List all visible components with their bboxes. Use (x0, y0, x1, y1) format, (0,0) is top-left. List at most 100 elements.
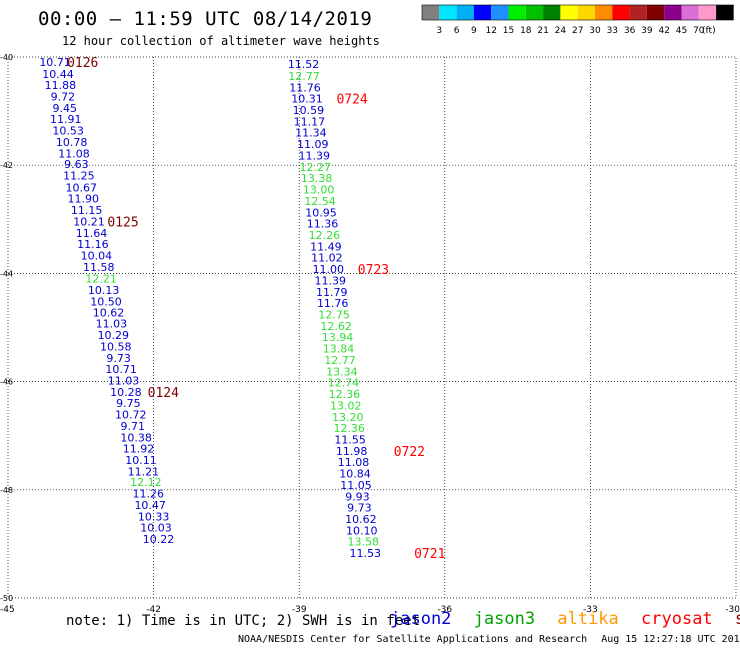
wave-height-value: 10.44 (42, 68, 74, 81)
colorbar-tick-label: 24 (555, 26, 567, 36)
wave-height-value: 12.75 (318, 309, 350, 322)
wave-height-value: 11.79 (316, 286, 348, 299)
wave-height-value: 10.31 (291, 93, 323, 106)
wave-height-value: 11.02 (311, 252, 343, 265)
wave-height-value: 10.29 (98, 329, 130, 342)
wave-height-value: 10.67 (66, 181, 98, 194)
x-tick-label: -36 (437, 605, 452, 615)
wave-height-value: 10.13 (88, 284, 120, 297)
colorbar-tick-label: 39 (641, 26, 653, 36)
y-tick-label: -48 (0, 486, 13, 495)
colorbar-swatch (543, 5, 561, 20)
colorbar-swatch (508, 5, 526, 20)
wave-height-value: 11.76 (317, 297, 349, 310)
wave-height-value: 10.28 (110, 386, 142, 399)
pass-time-label: 0722 (394, 445, 425, 460)
colorbar-tick-label: 30 (589, 26, 601, 36)
wave-height-value: 12.54 (304, 195, 336, 208)
wave-height-value: 13.84 (323, 343, 355, 356)
wave-height-value: 11.88 (45, 79, 77, 92)
wave-height-value: 10.59 (293, 104, 325, 117)
colorbar-swatch (716, 5, 734, 20)
wave-height-value: 13.94 (322, 331, 354, 344)
colorbar-swatch (698, 5, 717, 20)
wave-height-value: 11.49 (310, 240, 342, 253)
wave-height-value: 10.33 (138, 510, 170, 523)
wave-height-value: 11.03 (108, 375, 140, 388)
colorbar-tick-label: 12 (485, 26, 496, 36)
y-tick-label: -40 (0, 53, 13, 62)
y-tick-label: -42 (0, 161, 13, 170)
wave-height-value: 13.02 (330, 399, 362, 412)
wave-height-value: 11.98 (336, 445, 368, 458)
wave-height-value: 11.00 (313, 263, 345, 276)
footer-credit: NOAA/NESDIS Center for Satellite Applica… (238, 634, 588, 645)
wave-height-value: 11.03 (96, 318, 128, 331)
wave-height-value: 10.04 (81, 250, 113, 263)
wave-height-value: 10.22 (143, 533, 175, 546)
wave-height-value: 12.26 (309, 229, 341, 242)
color-scale-bar: 3 6 9 12 15 18 21 24 27 30 33 36 39 42 45 70(ft) (421, 4, 734, 36)
wave-height-value: 10.21 (73, 215, 105, 228)
legend-item-cryosat: cryosat (641, 609, 713, 629)
wave-height-value: 10.72 (115, 409, 147, 422)
colorbar-tick-label: 70 (693, 26, 705, 36)
pass-time-label: 0125 (107, 215, 138, 230)
colorbar-swatch (577, 5, 595, 20)
wave-height-value: 10.84 (339, 468, 371, 481)
y-tick-label: -44 (0, 269, 13, 278)
footer: NOAA/NESDIS Center for Satellite Applica… (238, 634, 740, 645)
wave-height-value: 13.58 (348, 536, 380, 549)
x-tick-label: -42 (146, 605, 161, 615)
wave-height-value: 12.62 (320, 320, 352, 333)
wave-height-value: 12.27 (299, 161, 331, 174)
wave-height-value: 11.08 (58, 147, 90, 160)
colorbar-swatch (646, 5, 665, 20)
wave-height-value: 11.39 (315, 274, 347, 287)
wave-height-value: 13.20 (332, 411, 364, 424)
wave-height-value: 12.77 (324, 354, 356, 367)
wave-height-value: 10.62 (345, 513, 377, 526)
legend-item-jason2: jason2 (390, 609, 452, 629)
colorbar-tick-label: 42 (658, 26, 669, 36)
wave-height-value: 13.38 (301, 172, 333, 185)
colorbar-swatch (422, 5, 440, 20)
wave-height-value: 11.39 (298, 149, 330, 162)
wave-height-value: 12.74 (328, 377, 360, 390)
wave-height-value: 10.71 (39, 56, 71, 69)
colorbar-tick-label: 21 (537, 26, 548, 36)
wave-height-value: 11.08 (338, 456, 370, 469)
wave-height-value: 10.10 (346, 524, 378, 537)
colorbar-swatch (681, 5, 699, 20)
wave-height-value: 11.34 (295, 127, 327, 140)
wave-height-value: 12.77 (288, 70, 320, 83)
wave-height-value: 10.11 (125, 454, 157, 467)
pass-time-label: 0723 (358, 263, 389, 278)
wave-height-value: 11.58 (83, 261, 115, 274)
wave-height-value: 10.47 (134, 499, 166, 512)
colorbar-frame (421, 4, 734, 21)
colorbar-swatch (560, 5, 578, 20)
wave-height-value: 11.90 (67, 193, 99, 206)
wave-height-value: 11.25 (63, 169, 95, 182)
plot-frame (7, 56, 737, 599)
wave-height-value: 9.72 (51, 90, 76, 103)
page-title: 00:00 – 11:59 UTC 08/14/2019 (38, 8, 373, 30)
wave-height-value: 12.36 (329, 388, 361, 401)
satellite-legend: jason2 jason3 altika cryosat s3a (390, 609, 740, 629)
colorbar-tick-label: 36 (624, 26, 636, 36)
wave-height-value: 12.36 (333, 422, 365, 435)
legend-item-jason3: jason3 (473, 609, 536, 629)
colorbar-tick-label: 3 (436, 26, 442, 36)
colorbar-swatch (491, 5, 509, 20)
wave-height-value: 11.17 (294, 115, 326, 128)
wave-height-value: 9.75 (116, 397, 141, 410)
wave-height-value: 10.71 (105, 363, 137, 376)
legend-item-altika: altika (557, 609, 619, 629)
wave-height-value: 9.45 (53, 102, 78, 115)
y-tick-label: -46 (0, 378, 13, 387)
y-tick-label: -50 (0, 594, 13, 603)
wave-height-value: 10.50 (90, 296, 122, 309)
colorbar-swatch (439, 5, 457, 20)
colorbar-swatch (595, 5, 613, 20)
